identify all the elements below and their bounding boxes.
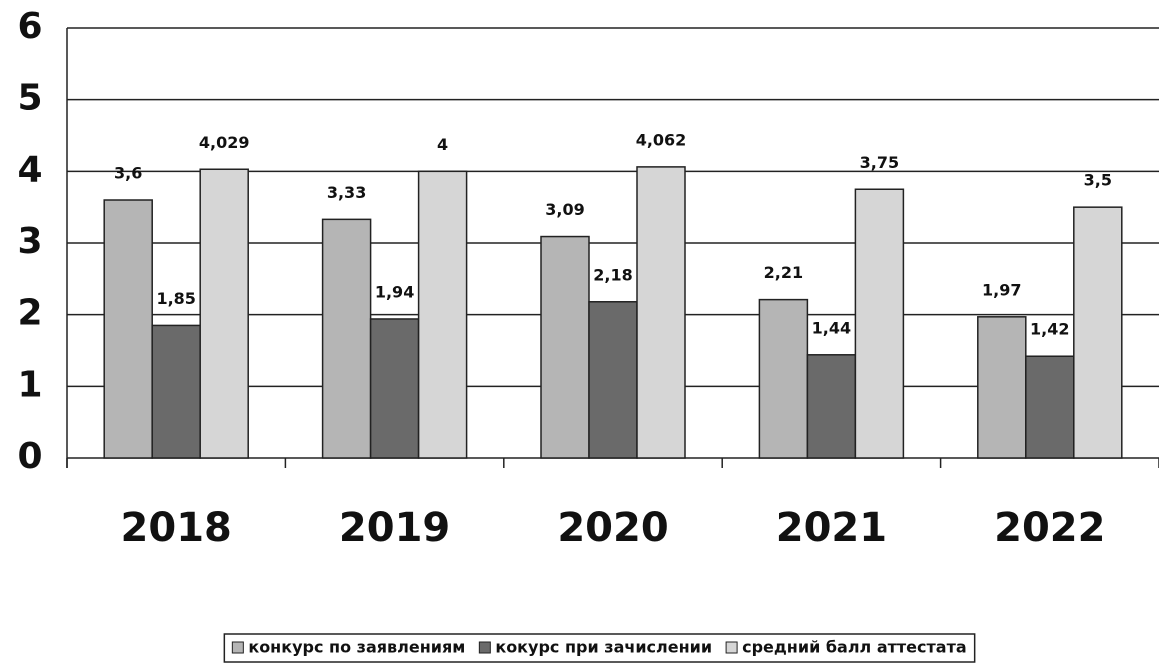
value-label: 1,42 bbox=[1030, 320, 1069, 339]
y-tick-label: 5 bbox=[17, 78, 42, 119]
value-label: 1,97 bbox=[982, 280, 1021, 299]
bar bbox=[854, 188, 905, 459]
legend-swatch bbox=[478, 641, 491, 654]
value-label: 2,21 bbox=[764, 263, 803, 282]
bar bbox=[588, 301, 638, 459]
value-label: 1,94 bbox=[375, 282, 414, 301]
value-label: 3,6 bbox=[114, 164, 142, 183]
x-tick-label: 2020 bbox=[557, 505, 668, 551]
legend-swatch bbox=[725, 641, 738, 654]
x-tick-label: 2018 bbox=[121, 505, 232, 551]
y-tick-label: 6 bbox=[17, 6, 42, 47]
bar bbox=[417, 170, 468, 459]
bar bbox=[758, 298, 809, 459]
bar bbox=[199, 168, 249, 459]
value-label: 1,85 bbox=[156, 289, 195, 308]
bar bbox=[103, 199, 153, 459]
x-tick-label: 2019 bbox=[339, 505, 450, 551]
value-label: 3,5 bbox=[1084, 171, 1112, 190]
y-tick-label: 2 bbox=[17, 293, 42, 334]
x-tick-label: 2022 bbox=[994, 505, 1105, 551]
bar bbox=[977, 316, 1027, 459]
value-label: 4,029 bbox=[199, 133, 250, 152]
value-label: 3,09 bbox=[545, 200, 584, 219]
bar bbox=[1025, 355, 1075, 459]
bar bbox=[151, 324, 201, 459]
bar bbox=[540, 235, 590, 459]
bar bbox=[321, 218, 372, 459]
legend-box bbox=[223, 633, 976, 663]
value-label: 3,33 bbox=[327, 183, 366, 202]
bar bbox=[369, 318, 420, 459]
legend-label: средний балл аттестата bbox=[742, 638, 967, 657]
value-label: 2,18 bbox=[593, 265, 632, 284]
bar bbox=[636, 166, 686, 459]
value-label: 1,44 bbox=[812, 318, 851, 337]
bar bbox=[806, 354, 857, 459]
value-label: 4 bbox=[437, 135, 448, 154]
x-tick-label: 2021 bbox=[776, 505, 887, 551]
legend-label: конкурс по заявлениям bbox=[248, 638, 465, 657]
bar bbox=[1073, 206, 1123, 459]
value-label: 3,75 bbox=[860, 153, 899, 172]
legend-label: кокурс при зачислении bbox=[495, 638, 712, 657]
y-tick-label: 3 bbox=[17, 221, 42, 262]
y-tick-label: 4 bbox=[17, 149, 42, 190]
legend-swatch bbox=[231, 641, 244, 654]
value-label: 4,062 bbox=[636, 130, 687, 149]
y-tick-label: 0 bbox=[17, 436, 42, 477]
y-tick-label: 1 bbox=[17, 364, 42, 405]
